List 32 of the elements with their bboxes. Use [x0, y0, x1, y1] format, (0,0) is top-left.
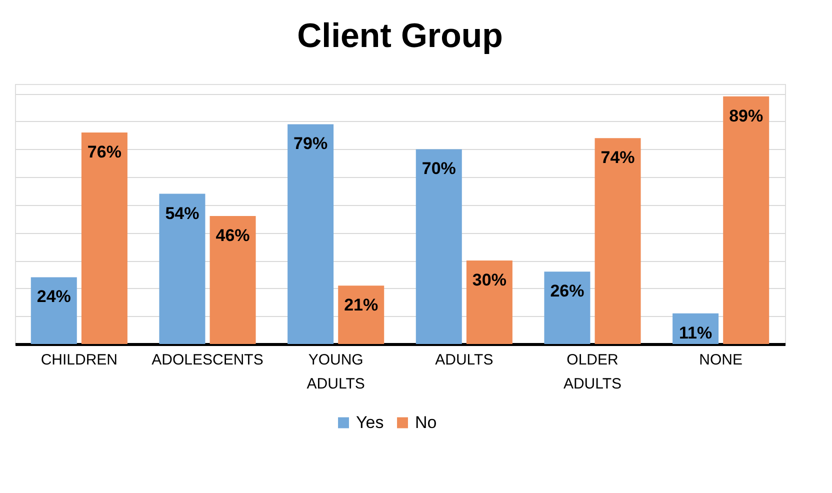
bar [210, 216, 256, 344]
data-label: 89% [729, 106, 764, 126]
legend-label: Yes [356, 412, 384, 432]
data-label: 26% [550, 282, 584, 301]
data-label: 24% [36, 287, 71, 306]
bar [594, 138, 641, 344]
x-tick-label: OLDER ADULTS [563, 352, 622, 392]
x-tick-label: ADOLESCENTS [152, 352, 264, 368]
data-label: 76% [87, 142, 122, 162]
bar [81, 132, 128, 344]
data-label: 11% [679, 323, 712, 342]
bar [338, 286, 384, 344]
bar [288, 124, 334, 344]
bar [544, 272, 590, 344]
legend-label: No [415, 412, 437, 432]
bar [159, 194, 206, 344]
chart-title: Client Group [297, 17, 503, 55]
data-label: 70% [422, 159, 456, 178]
x-tick-label: ADULTS [435, 352, 494, 368]
data-label: 79% [294, 134, 328, 154]
data-label: 54% [165, 204, 200, 223]
x-tick-label: CHILDREN [40, 352, 118, 368]
data-label: 30% [472, 270, 506, 290]
x-tick-label: NONE [699, 352, 743, 368]
bar [30, 277, 77, 344]
bar [416, 149, 462, 344]
data-label: 21% [344, 296, 378, 315]
bar [723, 96, 770, 344]
data-label: 74% [600, 148, 635, 168]
x-tick-label: YOUNG ADULTS [306, 352, 365, 392]
bar [466, 260, 512, 344]
data-label: 46% [216, 226, 250, 246]
